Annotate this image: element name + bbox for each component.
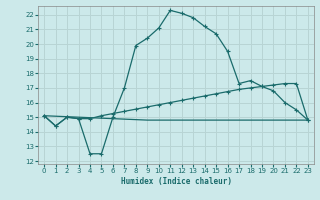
X-axis label: Humidex (Indice chaleur): Humidex (Indice chaleur) bbox=[121, 177, 231, 186]
